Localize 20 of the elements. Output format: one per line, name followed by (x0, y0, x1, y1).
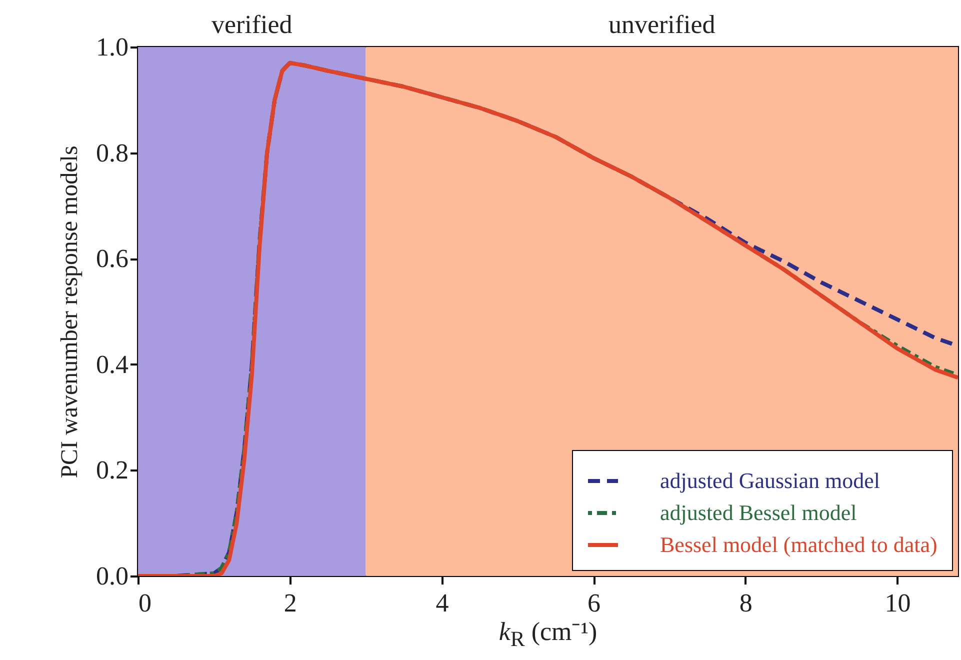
y-tick-label: 0.6 (96, 244, 128, 274)
line-series (138, 60, 958, 576)
x-tick-label: 0 (138, 588, 152, 618)
y-tick-label: 0.4 (96, 350, 128, 379)
x-tick-label: 6 (588, 588, 601, 618)
x-tick-label: 8 (739, 588, 752, 618)
x-axis-title: k$_{R}$ (cm⁻¹) (498, 617, 598, 652)
legend-label: adjusted Gaussian model (660, 468, 880, 493)
legend-label: Bessel model (matched to data) (660, 532, 938, 557)
y-tick-label: 0.0 (96, 562, 128, 590)
y-axis-title: PCI wavenumber response models (57, 146, 83, 478)
x-tick-label: 4 (436, 588, 449, 618)
x-tick-label: 2 (284, 588, 297, 618)
y-tick-label: 0.8 (96, 138, 128, 168)
legend-label: adjusted Bessel model (660, 500, 857, 525)
y-tick-label: 1.0 (96, 32, 128, 62)
band-label: unverified (608, 10, 716, 39)
y-tick-label: 0.2 (96, 456, 128, 485)
x-tick-label: 10 (884, 588, 911, 618)
band-label: verified (211, 10, 292, 39)
